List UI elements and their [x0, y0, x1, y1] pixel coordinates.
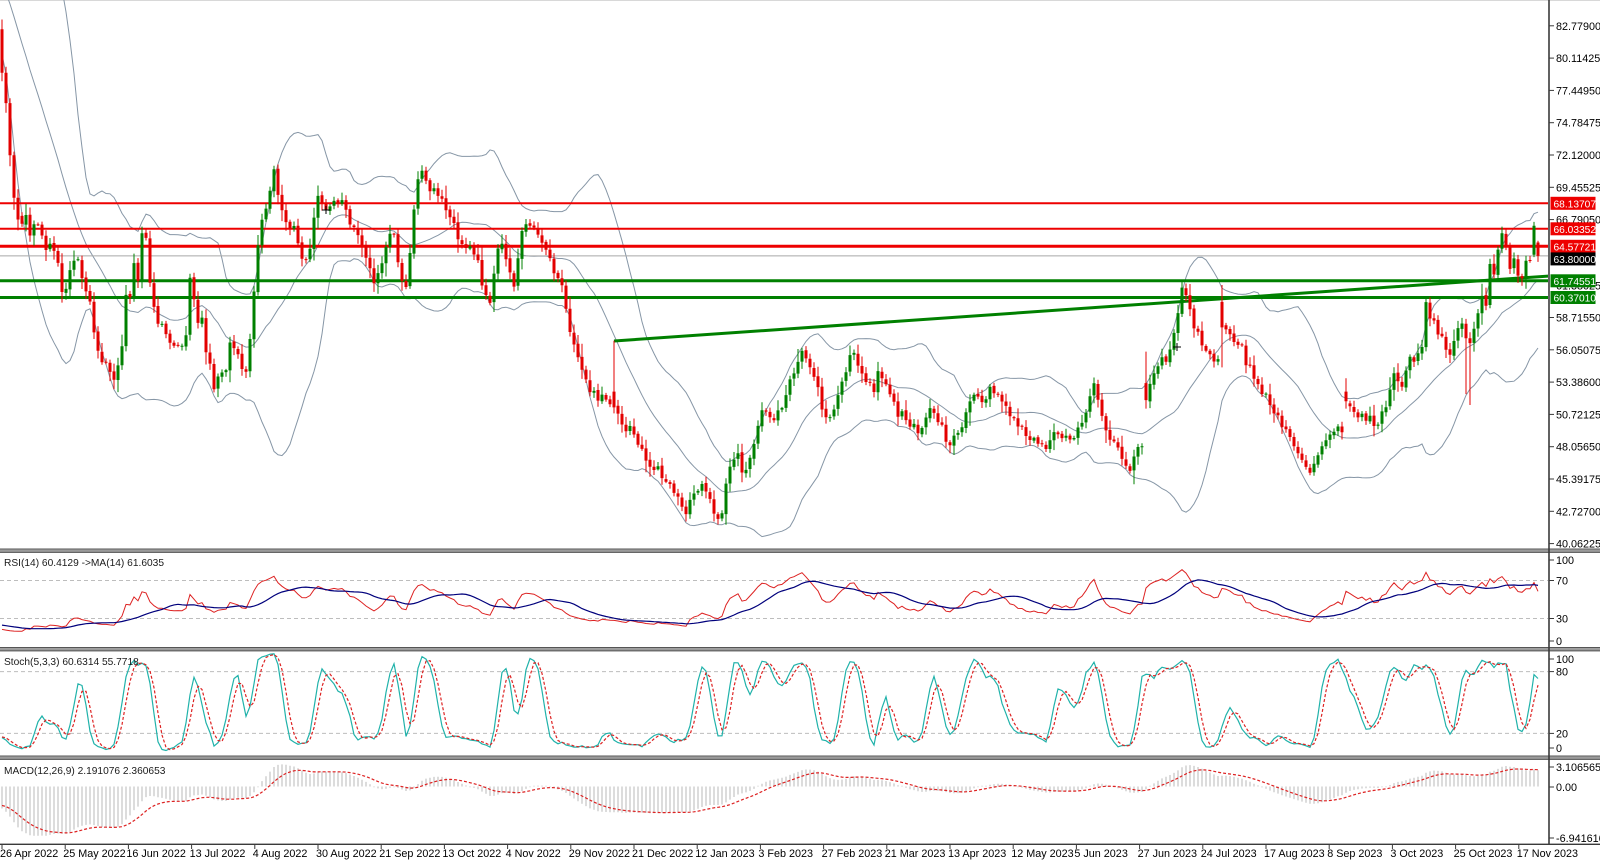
- svg-text:16 Jun 2022: 16 Jun 2022: [126, 848, 185, 860]
- svg-text:100: 100: [1556, 555, 1574, 567]
- svg-text:40.06225: 40.06225: [1556, 539, 1600, 551]
- svg-text:0.00: 0.00: [1556, 782, 1577, 794]
- svg-text:0: 0: [1556, 636, 1562, 648]
- svg-text:66.03352: 66.03352: [1554, 225, 1597, 236]
- svg-text:80.11425: 80.11425: [1556, 53, 1600, 65]
- svg-text:45.39175: 45.39175: [1556, 474, 1600, 486]
- svg-text:100: 100: [1556, 654, 1574, 666]
- svg-text:-6.941616: -6.941616: [1556, 833, 1600, 845]
- svg-text:Stoch(5,3,3) 60.6314 55.7718: Stoch(5,3,3) 60.6314 55.7718: [4, 657, 139, 668]
- svg-text:69.45525: 69.45525: [1556, 182, 1600, 194]
- svg-text:4 Nov 2022: 4 Nov 2022: [506, 848, 561, 860]
- svg-text:3 Feb 2023: 3 Feb 2023: [758, 848, 813, 860]
- svg-text:3.106565: 3.106565: [1556, 762, 1600, 774]
- svg-text:42.72700: 42.72700: [1556, 506, 1600, 518]
- svg-text:25 Oct 2023: 25 Oct 2023: [1454, 848, 1513, 860]
- svg-text:72.12000: 72.12000: [1556, 150, 1600, 162]
- svg-text:56.05075: 56.05075: [1556, 345, 1600, 357]
- svg-text:30: 30: [1556, 614, 1568, 626]
- svg-text:3 Oct 2023: 3 Oct 2023: [1390, 848, 1443, 860]
- svg-text:50.72125: 50.72125: [1556, 409, 1600, 421]
- svg-text:82.77900: 82.77900: [1556, 21, 1600, 33]
- svg-text:12 May 2023: 12 May 2023: [1011, 848, 1073, 860]
- svg-text:20: 20: [1556, 728, 1568, 740]
- svg-text:RSI(14) 60.4129 ->MA(14) 61.6: RSI(14) 60.4129 ->MA(14) 61.6035: [4, 558, 164, 569]
- svg-text:48.05650: 48.05650: [1556, 442, 1600, 454]
- svg-text:63.80000: 63.80000: [1554, 255, 1597, 266]
- svg-text:21 Dec 2022: 21 Dec 2022: [632, 848, 693, 860]
- svg-text:70: 70: [1556, 576, 1568, 588]
- svg-text:8 Sep 2023: 8 Sep 2023: [1327, 848, 1382, 860]
- svg-text:58.71550: 58.71550: [1556, 313, 1600, 325]
- svg-text:13 Jul 2022: 13 Jul 2022: [190, 848, 246, 860]
- svg-text:13 Apr 2023: 13 Apr 2023: [948, 848, 1006, 860]
- svg-text:17 Aug 2023: 17 Aug 2023: [1264, 848, 1325, 860]
- svg-text:21 Mar 2023: 21 Mar 2023: [885, 848, 946, 860]
- svg-text:77.44950: 77.44950: [1556, 85, 1600, 97]
- svg-text:64.57721: 64.57721: [1554, 243, 1597, 254]
- svg-text:13 Oct 2022: 13 Oct 2022: [442, 848, 501, 860]
- svg-text:25 May 2022: 25 May 2022: [63, 848, 125, 860]
- svg-text:4 Aug 2022: 4 Aug 2022: [253, 848, 308, 860]
- svg-text:27 Jun 2023: 27 Jun 2023: [1138, 848, 1197, 860]
- svg-text:21 Sep 2022: 21 Sep 2022: [379, 848, 440, 860]
- svg-text:12 Jan 2023: 12 Jan 2023: [695, 848, 754, 860]
- svg-text:26 Apr 2022: 26 Apr 2022: [0, 848, 58, 860]
- svg-text:74.78475: 74.78475: [1556, 118, 1600, 130]
- svg-text:29 Nov 2022: 29 Nov 2022: [569, 848, 630, 860]
- svg-text:30 Aug 2022: 30 Aug 2022: [316, 848, 377, 860]
- svg-text:61.74551: 61.74551: [1554, 277, 1597, 288]
- svg-text:24 Jul 2023: 24 Jul 2023: [1201, 848, 1257, 860]
- svg-text:53.38600: 53.38600: [1556, 377, 1600, 389]
- svg-text:60.37010: 60.37010: [1554, 294, 1597, 305]
- svg-text:68.13707: 68.13707: [1554, 200, 1597, 211]
- svg-text:27 Feb 2023: 27 Feb 2023: [822, 848, 883, 860]
- svg-text:5 Jun 2023: 5 Jun 2023: [1074, 848, 1127, 860]
- svg-text:80: 80: [1556, 667, 1568, 679]
- svg-text:0: 0: [1556, 743, 1562, 755]
- svg-text:17 Nov 2023: 17 Nov 2023: [1517, 848, 1578, 860]
- svg-text:MACD(12,26,9) 2.191076 2.36065: MACD(12,26,9) 2.191076 2.360653: [4, 766, 166, 777]
